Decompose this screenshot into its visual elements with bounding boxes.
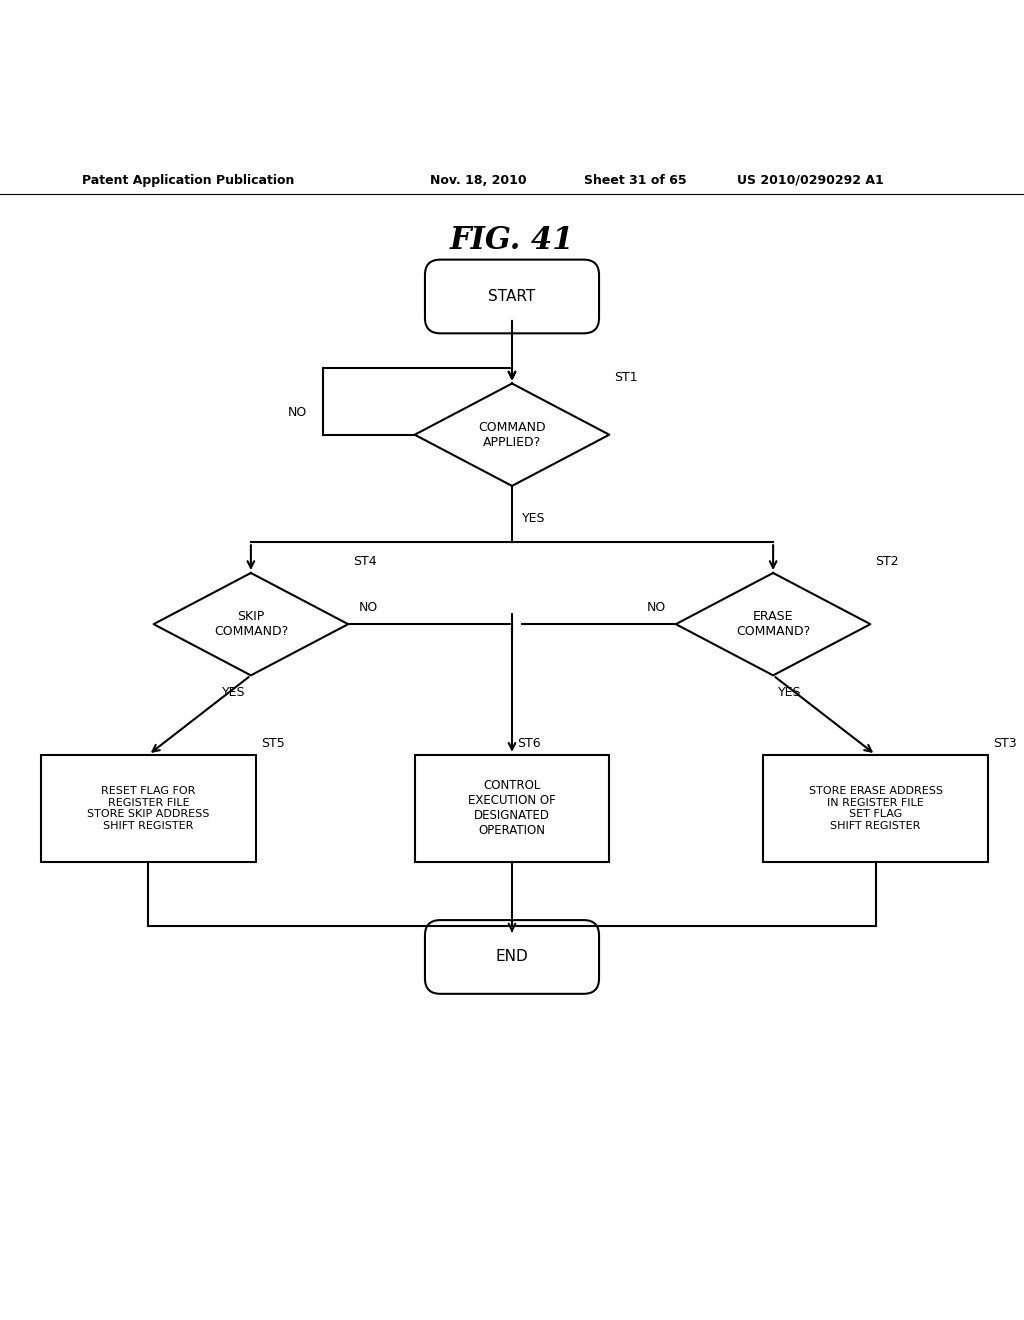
Text: YES: YES: [778, 685, 802, 698]
Text: START: START: [488, 289, 536, 304]
Bar: [41, 755, 256, 862]
FancyBboxPatch shape: [425, 260, 599, 334]
Text: ST6: ST6: [517, 737, 541, 750]
Polygon shape: [415, 384, 609, 486]
Text: Nov. 18, 2010: Nov. 18, 2010: [430, 174, 526, 186]
Text: NO: NO: [288, 407, 307, 420]
Text: Patent Application Publication: Patent Application Publication: [82, 174, 294, 186]
Text: END: END: [496, 949, 528, 965]
Text: SKIP
COMMAND?: SKIP COMMAND?: [214, 610, 288, 638]
Text: Sheet 31 of 65: Sheet 31 of 65: [584, 174, 686, 186]
Text: ERASE
COMMAND?: ERASE COMMAND?: [736, 610, 810, 638]
Text: YES: YES: [222, 685, 246, 698]
Text: NO: NO: [358, 601, 378, 614]
Polygon shape: [154, 573, 348, 676]
Text: NO: NO: [646, 601, 666, 614]
Text: ST4: ST4: [353, 554, 377, 568]
Text: ST3: ST3: [993, 737, 1017, 750]
Bar: [415, 755, 609, 862]
Text: RESET FLAG FOR
REGISTER FILE
STORE SKIP ADDRESS
SHIFT REGISTER: RESET FLAG FOR REGISTER FILE STORE SKIP …: [87, 787, 210, 830]
Text: ST1: ST1: [614, 371, 638, 384]
Polygon shape: [676, 573, 870, 676]
Text: YES: YES: [522, 512, 546, 524]
Text: US 2010/0290292 A1: US 2010/0290292 A1: [737, 174, 884, 186]
Text: ST5: ST5: [261, 737, 285, 750]
Text: ST2: ST2: [876, 554, 899, 568]
FancyBboxPatch shape: [425, 920, 599, 994]
Text: STORE ERASE ADDRESS
IN REGISTER FILE
SET FLAG
SHIFT REGISTER: STORE ERASE ADDRESS IN REGISTER FILE SET…: [809, 787, 942, 830]
Bar: [763, 755, 988, 862]
Text: FIG. 41: FIG. 41: [450, 224, 574, 256]
Text: CONTROL
EXECUTION OF
DESIGNATED
OPERATION: CONTROL EXECUTION OF DESIGNATED OPERATIO…: [468, 780, 556, 837]
Text: COMMAND
APPLIED?: COMMAND APPLIED?: [478, 421, 546, 449]
